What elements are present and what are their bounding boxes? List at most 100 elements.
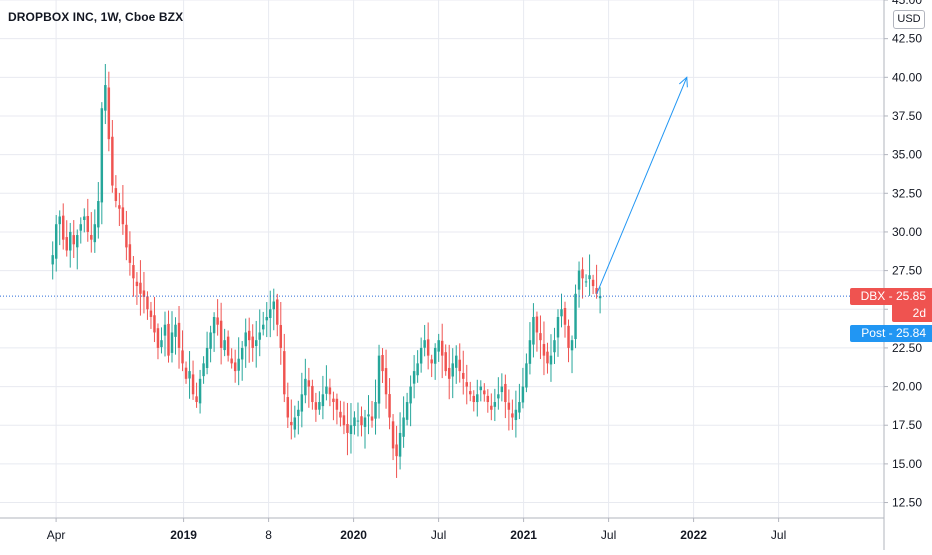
candle-body	[444, 352, 447, 372]
candle-body	[212, 316, 216, 334]
y-tick-label: 35.00	[892, 148, 922, 162]
price-axis[interactable]: 12.5015.0017.5020.0022.5025.0027.5030.00…	[884, 0, 922, 510]
candle-body	[546, 351, 549, 364]
candle-body	[574, 293, 577, 340]
candle-body	[472, 395, 476, 403]
y-tick-label: 45.00	[892, 0, 922, 7]
y-tick-label: 40.00	[892, 70, 922, 84]
candle-body	[567, 325, 570, 348]
candle-body	[276, 299, 279, 325]
time-axis[interactable]: Apr 2019 8 2020 Jul 2021 Jul 2022 Jul	[47, 518, 787, 542]
candle-body	[254, 340, 258, 347]
candle-body	[430, 359, 433, 364]
candle-body	[528, 340, 532, 364]
candle-body	[72, 235, 75, 245]
candle-body	[240, 347, 244, 360]
chart-title: DROPBOX INC, 1W, Cboe BZX	[8, 10, 184, 24]
candle-body	[297, 409, 300, 417]
y-tick-label: 32.50	[892, 186, 922, 200]
y-tick-label: 42.50	[892, 32, 922, 46]
candle-body	[118, 205, 121, 209]
post-market-label: Post	[861, 326, 886, 340]
candle-body	[209, 332, 212, 349]
y-tick-label: 12.50	[892, 496, 922, 510]
candle-body	[356, 420, 360, 422]
candle-body	[476, 394, 479, 403]
x-tick-label: Jul	[601, 528, 616, 542]
x-tick-label: 2020	[340, 528, 367, 542]
candle-body	[493, 402, 497, 407]
candle-body	[405, 402, 409, 420]
candle-body	[479, 386, 483, 391]
candle-body	[563, 308, 567, 325]
candle-body	[483, 390, 486, 395]
candle-body	[160, 340, 163, 348]
candle-body	[440, 340, 444, 356]
candle-body	[90, 234, 93, 240]
grid	[0, 0, 884, 518]
y-tick-label: 37.50	[892, 109, 922, 123]
candles	[51, 64, 602, 478]
candle-body	[426, 339, 430, 356]
post-market-tag: Post - 25.84	[850, 325, 932, 342]
candle-body	[202, 363, 205, 377]
candle-body	[462, 372, 465, 379]
post-market-value: 25.84	[895, 326, 926, 340]
candle-body	[226, 336, 230, 356]
candle-body	[325, 386, 328, 394]
x-tick-label: 2021	[510, 528, 537, 542]
candle-body	[286, 397, 290, 418]
candle-body	[591, 279, 595, 287]
candle-body	[216, 317, 219, 325]
candle-body	[447, 367, 451, 379]
candle-body	[521, 386, 525, 403]
candle-body	[314, 402, 318, 410]
candle-body	[367, 414, 370, 417]
candle-body	[283, 351, 286, 395]
candle-body	[363, 417, 367, 427]
candle-body	[360, 416, 363, 426]
candle-body	[83, 216, 86, 220]
x-tick-label: 2019	[170, 528, 197, 542]
candle-body	[114, 188, 118, 202]
candle-body	[335, 398, 339, 410]
candle-body	[104, 85, 107, 111]
candle-body	[504, 383, 507, 403]
candle-body	[265, 316, 268, 321]
candle-body	[419, 347, 423, 364]
candle-body	[156, 328, 160, 348]
candle-body	[272, 301, 275, 310]
candle-body	[532, 316, 535, 345]
candle-body	[433, 347, 437, 364]
candle-body	[205, 347, 209, 369]
candle-body	[497, 394, 500, 399]
candle-body	[525, 363, 528, 388]
candle-body	[184, 367, 188, 379]
candle-body	[293, 417, 297, 430]
candle-body	[384, 368, 388, 395]
candle-body	[65, 237, 68, 251]
candle-body	[332, 398, 335, 403]
currency-button[interactable]: USD	[893, 10, 925, 29]
candle-body	[339, 411, 342, 418]
x-tick-label: Jul	[771, 528, 786, 542]
last-price-tag: DBX - 25.85	[850, 288, 932, 305]
candle-body	[135, 281, 139, 287]
candle-body	[451, 363, 454, 377]
candle-body	[377, 355, 381, 404]
candle-body	[549, 355, 553, 365]
trend-arrow[interactable]	[596, 76, 688, 294]
candle-body	[398, 432, 402, 457]
candle-body	[374, 402, 377, 419]
candle-body	[54, 224, 58, 259]
candle-body	[58, 216, 61, 225]
candle-body	[535, 316, 539, 333]
candle-body	[595, 287, 598, 294]
candle-body	[381, 355, 384, 372]
candle-body	[149, 310, 153, 317]
y-tick-label: 15.00	[892, 457, 922, 471]
candle-body	[300, 394, 304, 412]
candle-body	[195, 396, 198, 403]
